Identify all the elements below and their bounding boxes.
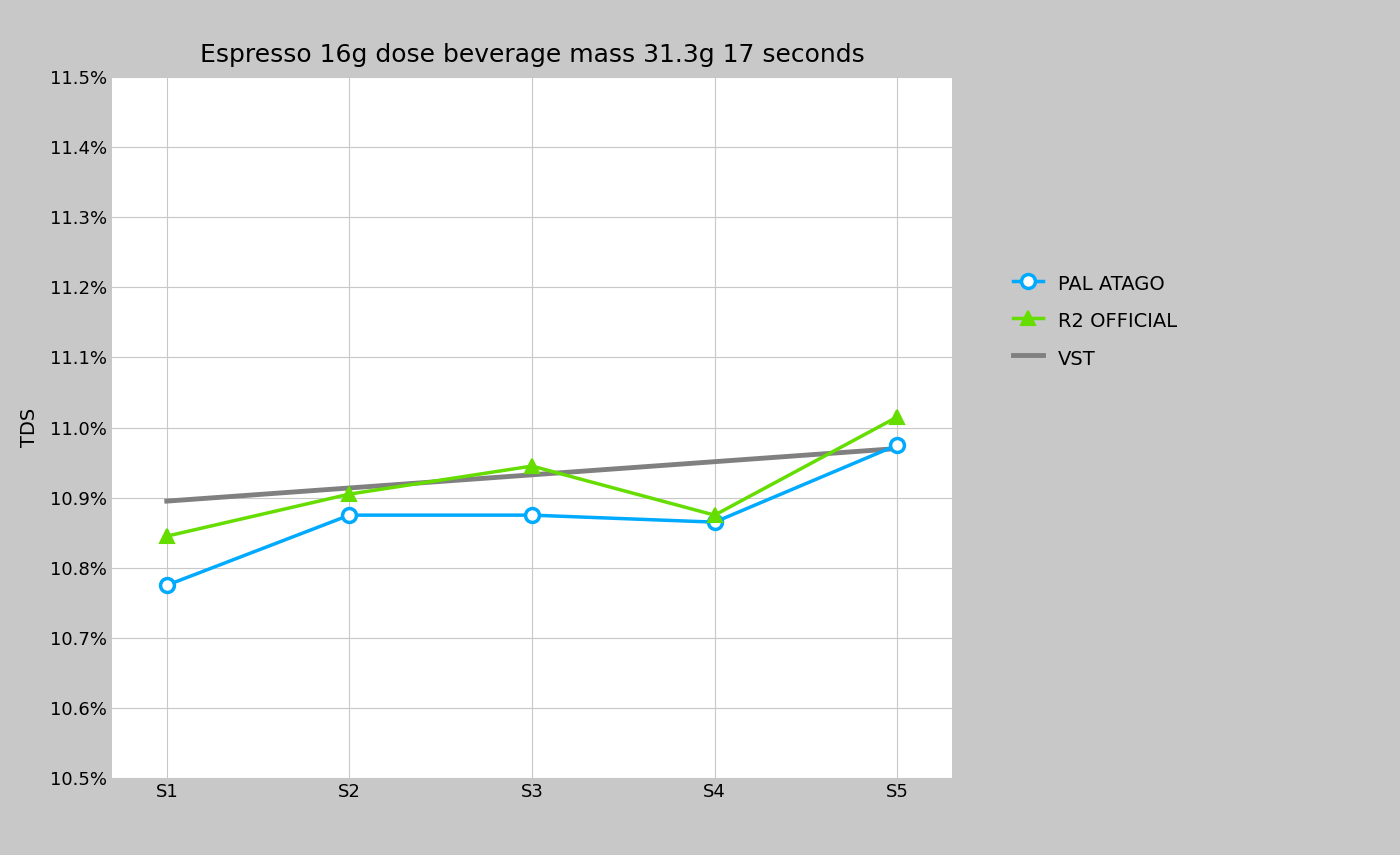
- R2 OFFICIAL: [706, 510, 722, 520]
- Text: Espresso 16g dose beverage mass 31.3g 17 seconds: Espresso 16g dose beverage mass 31.3g 17…: [200, 43, 864, 67]
- VST: [342, 483, 358, 493]
- R2 OFFICIAL: [342, 489, 358, 499]
- R2 OFFICIAL: [158, 531, 175, 541]
- R2 OFFICIAL: [524, 461, 540, 471]
- VST: [889, 444, 906, 454]
- Y-axis label: TDS: TDS: [20, 408, 39, 447]
- Line: VST: VST: [167, 449, 897, 501]
- PAL ATAGO: [158, 580, 175, 590]
- PAL ATAGO: [706, 517, 722, 528]
- PAL ATAGO: [342, 510, 358, 520]
- R2 OFFICIAL: [889, 412, 906, 422]
- VST: [706, 457, 722, 467]
- PAL ATAGO: [889, 440, 906, 451]
- Legend: PAL ATAGO, R2 OFFICIAL, VST: PAL ATAGO, R2 OFFICIAL, VST: [1004, 262, 1187, 380]
- Line: PAL ATAGO: PAL ATAGO: [160, 438, 904, 593]
- Line: R2 OFFICIAL: R2 OFFICIAL: [160, 410, 904, 543]
- PAL ATAGO: [524, 510, 540, 520]
- VST: [158, 496, 175, 506]
- VST: [524, 469, 540, 480]
